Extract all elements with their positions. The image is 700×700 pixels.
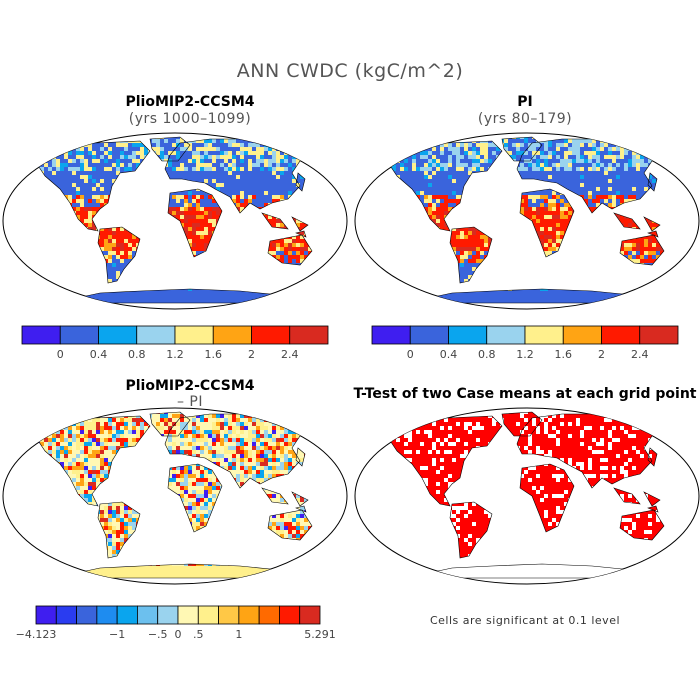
colorbar-swatch: [289, 325, 329, 345]
panel3-title: PlioMIP2-CCSM4: [125, 378, 255, 394]
colorbar-tick-label: 0.4: [90, 348, 108, 361]
colorbar-tick-label: 0.8: [478, 348, 496, 361]
colorbar-swatch: [157, 605, 179, 625]
colorbar-tick-label: 0.4: [440, 348, 458, 361]
colorbar-tick-label: 0: [175, 628, 182, 641]
colorbar-tick-label: 2.4: [281, 348, 299, 361]
colorbar-swatch: [218, 605, 240, 625]
colorbar-swatch: [279, 605, 301, 625]
colorbar-tick-label: −1: [109, 628, 125, 641]
colorbar-tick-label: −.5: [148, 628, 168, 641]
panel3-subtitle: – PI: [176, 394, 204, 410]
colorbar-swatch: [299, 605, 321, 625]
colorbar-swatch: [21, 325, 61, 345]
colorbar-swatch: [258, 605, 280, 625]
colorbar-swatch: [197, 605, 219, 625]
colorbar-panel-2: 0 0.4 0.8 1.2 1.6 2 2.4: [371, 325, 679, 361]
colorbar-tick-label: 0: [407, 348, 414, 361]
panel2-subtitle: (yrs 80–179): [477, 111, 573, 127]
colorbar-swatch: [98, 325, 138, 345]
colorbar-swatch: [76, 605, 98, 625]
colorbar-tick-label: 5.291: [304, 628, 336, 641]
colorbar-tick-label: 1.6: [555, 348, 573, 361]
colorbar-tick-label: 1.6: [205, 348, 223, 361]
colorbar-swatch: [136, 325, 176, 345]
panel1-subtitle: (yrs 1000–1099): [128, 111, 252, 127]
colorbar-tick-label: 1.2: [166, 348, 184, 361]
colorbar-swatch: [177, 605, 199, 625]
panel1-title: PlioMIP2-CCSM4: [125, 94, 255, 110]
colorbar-swatch: [562, 325, 602, 345]
colorbar-tick-label: 1: [235, 628, 242, 641]
colorbar-tick-label: −4.123: [16, 628, 57, 641]
colorbar-swatch: [174, 325, 214, 345]
colorbar-swatch: [59, 325, 99, 345]
colorbar-tick-label: 2.4: [631, 348, 649, 361]
colorbar-swatch: [409, 325, 449, 345]
map-panel-1: [2, 132, 348, 310]
colorbar-swatch: [639, 325, 679, 345]
colorbar-tick-label: 1.2: [516, 348, 534, 361]
colorbar-swatch: [371, 325, 411, 345]
colorbar-swatch: [448, 325, 488, 345]
colorbar-swatch: [601, 325, 641, 345]
colorbar-swatch: [137, 605, 159, 625]
colorbar-tick-label: .5: [193, 628, 204, 641]
map-panel-2: [354, 132, 700, 310]
colorbar-tick-label: 2: [248, 348, 255, 361]
panel4-title: T-Test of two Case means at each grid po…: [353, 386, 697, 402]
panel2-title: PI: [517, 94, 533, 110]
map-panel-3: [2, 407, 348, 585]
colorbar-swatch: [96, 605, 118, 625]
colorbar-swatch: [55, 605, 77, 625]
colorbar-panel-1: 0 0.4 0.8 1.2 1.6 2 2.4: [21, 325, 329, 361]
colorbar-swatch: [35, 605, 57, 625]
colorbar-tick-label: 2: [598, 348, 605, 361]
significance-note: Cells are significant at 0.1 level: [429, 614, 621, 627]
colorbar-swatch: [524, 325, 564, 345]
map-panel-4: [354, 407, 700, 585]
figure-title: ANN CWDC (kgC/m^2): [236, 60, 464, 82]
colorbar-swatch: [486, 325, 526, 345]
colorbar-tick-label: 0.8: [128, 348, 146, 361]
colorbar-swatch: [251, 325, 291, 345]
colorbar-swatch: [116, 605, 138, 625]
colorbar-panel-3: −4.123 −1 −.5 0 .5 1 5.291: [16, 605, 336, 641]
colorbar-tick-label: 0: [57, 348, 64, 361]
colorbar-swatch: [212, 325, 252, 345]
colorbar-swatch: [238, 605, 260, 625]
